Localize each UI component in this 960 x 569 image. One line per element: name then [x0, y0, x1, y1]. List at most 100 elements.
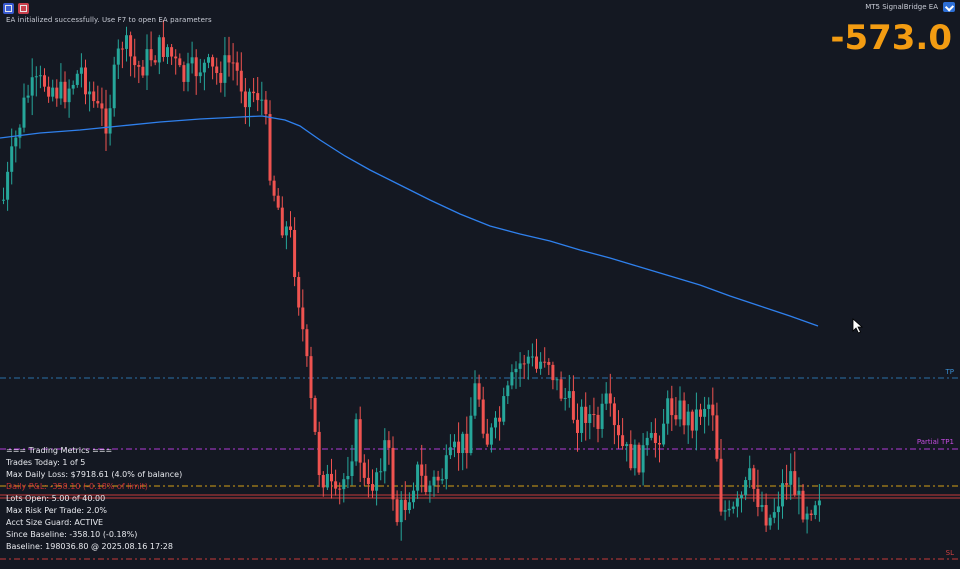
sl-label: SL	[945, 549, 954, 557]
candle-body	[551, 364, 555, 381]
candle-body	[563, 397, 567, 399]
candle-body	[604, 393, 608, 404]
status-message: EA initialized successfully. Use F7 to o…	[6, 16, 212, 24]
ea-properties-icon[interactable]	[18, 3, 29, 14]
candle-body	[461, 433, 465, 454]
candle-body	[530, 356, 534, 358]
candle-body	[678, 400, 682, 420]
candle-body	[584, 406, 588, 423]
candle-body	[670, 398, 674, 416]
ea-active-icon[interactable]	[943, 2, 955, 12]
candle-body	[412, 490, 415, 503]
candle-body	[776, 506, 780, 513]
candle-body	[502, 396, 506, 422]
candle-body	[51, 87, 55, 97]
candle-body	[145, 49, 149, 76]
candle-body	[567, 391, 571, 398]
metric-since-baseline: Since Baseline: -358.10 (-0.18%)	[6, 530, 138, 539]
candle-body	[637, 444, 641, 473]
candle-body	[686, 411, 690, 426]
candle-body	[252, 91, 256, 94]
candle-body	[600, 403, 604, 429]
candle-body	[473, 383, 477, 416]
candle-body	[313, 398, 317, 432]
candle-body	[289, 226, 292, 230]
candle-body	[211, 57, 215, 67]
candle-body	[342, 479, 346, 490]
candle-body	[284, 226, 288, 236]
candle-body	[793, 471, 797, 495]
candle-body	[96, 101, 100, 104]
candle-body	[174, 56, 178, 59]
candle-body	[592, 414, 596, 416]
chart-settings-icon[interactable]	[3, 3, 14, 14]
metric-max-daily-loss: Max Daily Loss: $7918.61 (4.0% of balanc…	[6, 470, 183, 479]
candle-body	[75, 73, 79, 85]
candle-body	[494, 417, 497, 428]
candle-body	[112, 64, 116, 109]
candle-body	[588, 414, 592, 423]
candle-body	[805, 513, 809, 520]
candle-body	[543, 361, 547, 363]
candle-body	[260, 99, 264, 101]
candle-body	[621, 435, 625, 447]
candle-body	[338, 488, 342, 490]
metric-lots-open: Lots Open: 5.00 of 40.00	[6, 494, 106, 503]
candle-body	[104, 108, 108, 134]
candle-body	[723, 510, 727, 512]
candle-body	[243, 91, 247, 108]
candle-body	[403, 499, 407, 511]
candle-body	[694, 409, 698, 431]
candle-body	[645, 437, 649, 446]
candle-body	[653, 432, 657, 444]
candle-body	[227, 55, 231, 63]
pnl-display: -573.0	[830, 18, 952, 58]
candle-body	[108, 108, 112, 134]
candle-body	[514, 368, 518, 373]
candle-body	[100, 103, 104, 109]
candle-body	[88, 91, 92, 95]
candle-body	[116, 48, 120, 65]
candle-body	[719, 458, 723, 512]
candle-body	[166, 47, 169, 57]
candle-body	[424, 475, 428, 493]
candle-body	[170, 47, 174, 57]
candle-body	[34, 76, 38, 78]
candle-body	[198, 72, 202, 77]
candle-body	[153, 60, 157, 63]
candle-body	[18, 127, 22, 138]
candle-body	[395, 499, 399, 523]
candle-body	[330, 473, 333, 482]
candle-body	[440, 479, 444, 481]
candle-body	[731, 506, 735, 509]
candle-body	[223, 55, 227, 83]
candle-body	[190, 57, 194, 64]
candle-body	[366, 477, 370, 485]
candle-body	[149, 49, 153, 61]
mouse-cursor-icon	[852, 318, 864, 334]
candle-body	[79, 67, 83, 74]
candle-body	[215, 66, 219, 73]
candle-body	[362, 462, 366, 478]
candle-body	[789, 471, 793, 485]
candle-body	[22, 97, 26, 128]
ea-name-label: MT5 SignalBridge EA	[865, 3, 938, 11]
candle-body	[161, 37, 165, 57]
candle-body	[785, 483, 789, 485]
partial-tp-label: Partial TP1	[916, 438, 954, 446]
candle-body	[768, 517, 772, 526]
candle-body	[129, 35, 133, 57]
candle-body	[612, 403, 616, 426]
candle-body	[231, 62, 235, 64]
candle-body	[576, 419, 579, 433]
candle-body	[30, 77, 34, 96]
candle-body	[309, 356, 313, 399]
candle-body	[662, 423, 666, 445]
candle-body	[744, 480, 748, 496]
candle-body	[301, 307, 305, 330]
candle-body	[371, 484, 374, 491]
candle-body	[71, 84, 75, 89]
trading-metrics-panel: === Trading Metrics === Trades Today: 1 …	[6, 445, 182, 553]
